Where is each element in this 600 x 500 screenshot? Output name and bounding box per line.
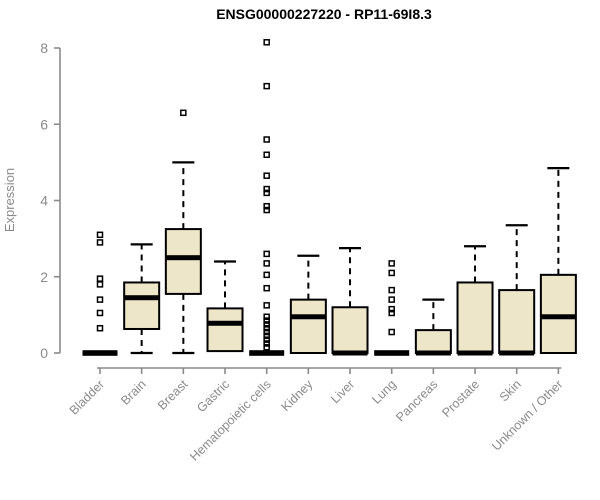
outlier-lung: [388, 286, 395, 294]
collapsed-box-hematopoietic-cells: [249, 350, 285, 356]
y-tick-label: 2: [40, 269, 48, 285]
outlier-bladder: [96, 324, 104, 332]
box-unknown-other: [539, 273, 577, 354]
x-tick-label-brain: Brain: [118, 377, 149, 408]
collapsed-box-bladder: [82, 350, 118, 356]
outlier-bladder: [96, 296, 104, 303]
outlier-hematopoietic-cells: [263, 136, 270, 143]
collapsed-box-lung: [374, 350, 410, 356]
outlier-hematopoietic-cells: [263, 82, 270, 90]
y-tick-label: 0: [40, 345, 48, 361]
x-tick-label-gastric: Gastric: [194, 377, 232, 415]
outlier-hematopoietic-cells: [263, 185, 270, 193]
outlier-hematopoietic-cells: [263, 324, 270, 332]
box-kidney: [289, 298, 327, 354]
box-liver: [331, 306, 369, 354]
median-liver: [332, 350, 368, 356]
y-tick-label: 4: [40, 193, 48, 209]
outlier-hematopoietic-cells: [263, 202, 270, 210]
outlier-lung: [388, 296, 395, 303]
chart-title: ENSG00000227220 - RP11-69I8.3: [216, 6, 432, 22]
y-tick-label: 6: [40, 116, 48, 132]
outlier-hematopoietic-cells: [263, 336, 270, 343]
y-axis-label: Expression: [2, 168, 17, 232]
outlier-hematopoietic-cells: [263, 151, 270, 158]
median-skin: [499, 350, 535, 356]
median-unknown-other: [540, 314, 576, 320]
outlier-hematopoietic-cells: [263, 284, 270, 292]
median-breast: [165, 255, 201, 261]
outlier-bladder: [96, 239, 104, 246]
outlier-breast: [180, 109, 187, 117]
x-tick-label-kidney: Kidney: [279, 377, 316, 414]
outlier-bladder: [96, 275, 104, 282]
x-tick-label-unknown-other: Unknown / Other: [489, 377, 565, 453]
outlier-hematopoietic-cells: [263, 189, 270, 197]
outlier-hematopoietic-cells: [263, 302, 270, 309]
outlier-hematopoietic-cells: [263, 271, 270, 279]
box-brain: [123, 281, 161, 330]
outlier-lung: [388, 269, 395, 277]
box-prostate: [456, 281, 494, 354]
outlier-hematopoietic-cells: [263, 172, 270, 179]
plot-area: 0 2 4 6 8 Bladder Brain Breast GastricHematopoie…: [40, 39, 577, 464]
outlier-bladder: [96, 231, 104, 239]
outlier-hematopoietic-cells: [263, 250, 270, 258]
median-kidney: [290, 314, 326, 320]
median-prostate: [457, 350, 493, 356]
x-tick-label-prostate: Prostate: [439, 377, 482, 420]
outlier-hematopoietic-cells: [263, 332, 270, 340]
outlier-lung: [388, 305, 395, 313]
x-tick-label-skin: Skin: [497, 377, 524, 404]
outlier-bladder: [96, 281, 104, 288]
median-gastric: [207, 320, 243, 326]
median-brain: [124, 295, 160, 301]
x-tick-label-bladder: Bladder: [67, 377, 107, 417]
outlier-hematopoietic-cells: [263, 313, 270, 321]
x-tick-label-hematopoietic-cells: Hematopoietic cells: [187, 377, 274, 464]
x-tick-label-lung: Lung: [369, 377, 399, 407]
x-tick-label-breast: Breast: [155, 377, 191, 413]
outlier-hematopoietic-cells: [263, 206, 270, 214]
x-tick-label-liver: Liver: [328, 377, 357, 406]
x-tick-label-pancreas: Pancreas: [393, 377, 440, 424]
outlier-hematopoietic-cells: [263, 39, 270, 46]
outlier-hematopoietic-cells: [263, 317, 270, 324]
box-skin: [498, 289, 536, 354]
outlier-hematopoietic-cells: [263, 260, 270, 267]
outlier-hematopoietic-cells: [263, 340, 270, 347]
box-pancreas: [414, 329, 452, 354]
y-tick-label: 8: [40, 40, 48, 56]
outlier-bladder: [96, 309, 104, 317]
outlier-hematopoietic-cells: [263, 328, 270, 336]
box-breast: [164, 228, 202, 295]
median-pancreas: [415, 350, 451, 356]
outlier-lung: [388, 328, 395, 336]
outlier-hematopoietic-cells: [263, 344, 270, 351]
box-gastric: [206, 307, 244, 353]
outlier-lung: [388, 309, 395, 317]
outlier-lung: [388, 260, 395, 267]
outlier-hematopoietic-cells: [263, 321, 270, 328]
